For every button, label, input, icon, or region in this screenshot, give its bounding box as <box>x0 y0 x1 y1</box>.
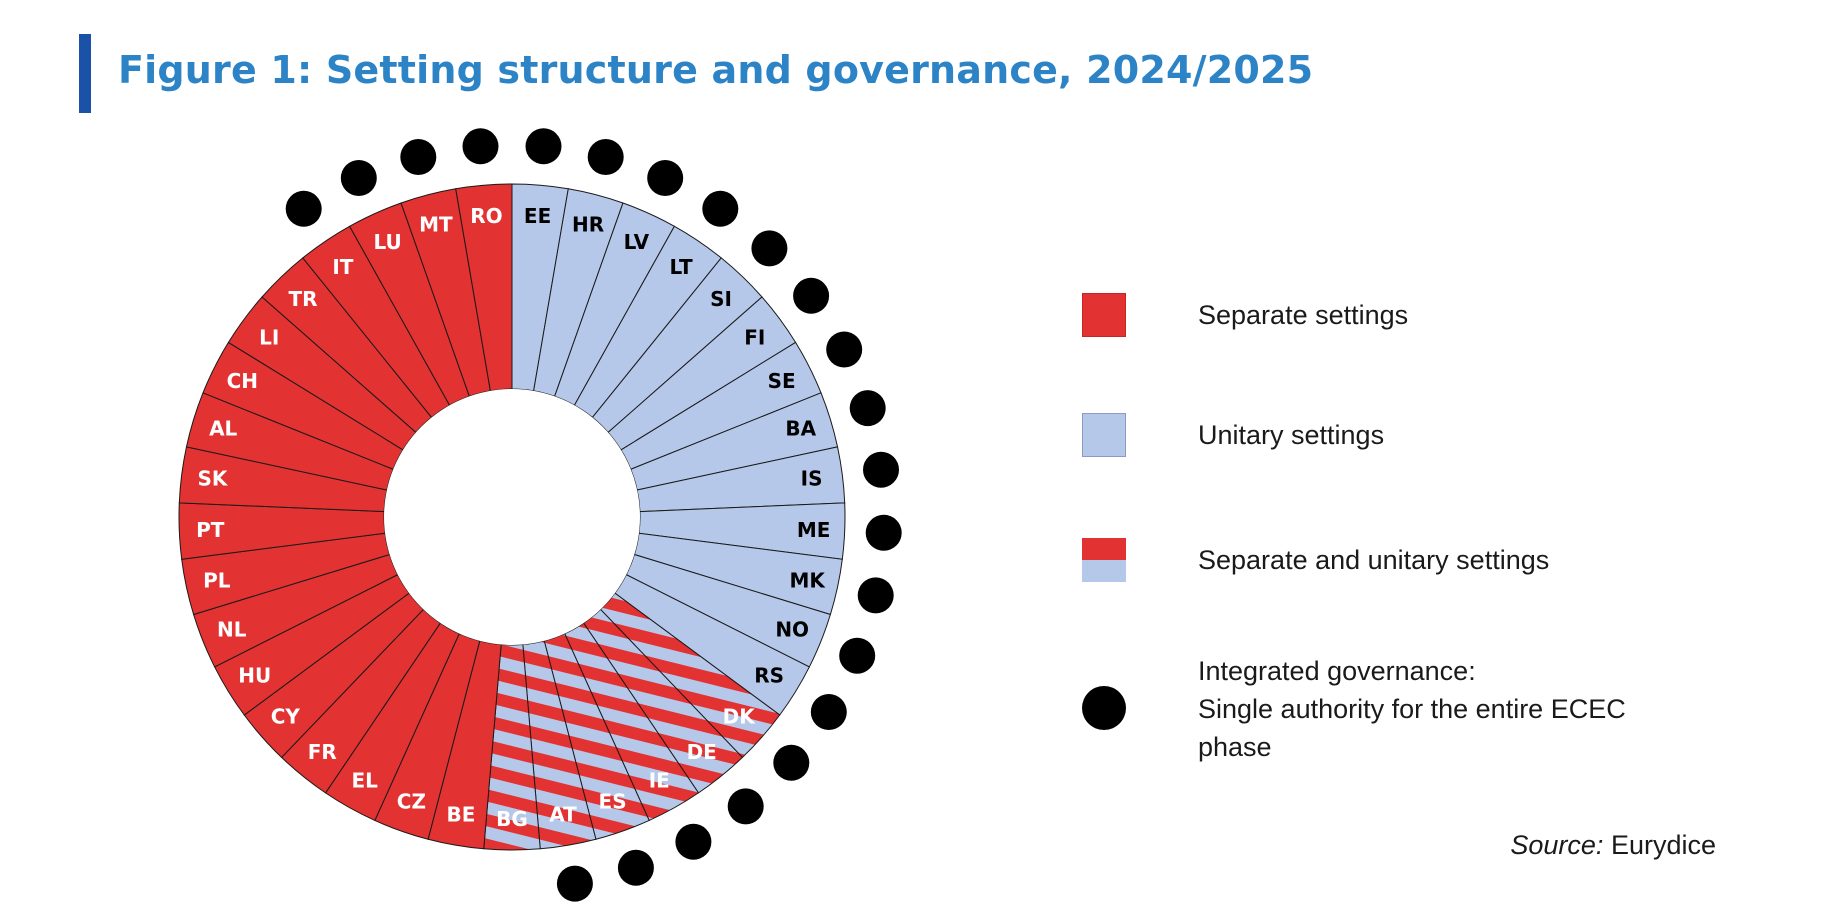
label-al: AL <box>209 417 237 441</box>
label-se: SE <box>768 369 796 393</box>
legend-mixed-swatch <box>1082 538 1126 582</box>
dots-group <box>285 128 902 902</box>
title-accent-bar <box>79 34 91 113</box>
label-lt: LT <box>670 255 693 279</box>
integrated-dot-no <box>839 637 876 674</box>
label-ie: IE <box>649 769 670 793</box>
legend-integrated-line2: Single authority for the entire ECEC <box>1198 694 1626 724</box>
integrated-dot-fi <box>793 277 830 314</box>
integrated-dot-dk <box>773 744 810 781</box>
label-nl: NL <box>217 618 247 642</box>
integrated-dot-is <box>863 451 899 488</box>
label-at: AT <box>549 803 577 827</box>
label-cy: CY <box>271 705 301 729</box>
integrated-dot-mt <box>400 139 437 175</box>
legend-integrated-dot-icon <box>1082 686 1126 730</box>
source-value: Eurydice <box>1610 830 1716 860</box>
integrated-dot-at <box>556 865 593 902</box>
integrated-dot-ba <box>849 390 886 427</box>
integrated-dot-lv <box>647 160 684 196</box>
label-cz: CZ <box>397 790 426 814</box>
label-ch: CH <box>227 369 258 393</box>
label-ro: RO <box>470 204 502 228</box>
label-me: ME <box>797 518 831 542</box>
integrated-dot-it <box>285 190 322 227</box>
figure-title: Figure 1: Setting structure and governan… <box>118 48 1314 92</box>
segments-group <box>178 183 846 851</box>
integrated-dot-lt <box>702 190 739 227</box>
label-li: LI <box>259 325 279 349</box>
legend-unitary-swatch <box>1082 413 1126 457</box>
label-dk: DK <box>723 705 757 729</box>
legend-integrated-line1: Integrated governance: <box>1198 656 1476 686</box>
label-sk: SK <box>197 467 228 491</box>
label-be: BE <box>447 803 476 827</box>
integrated-dot-rs <box>810 694 847 730</box>
label-is: IS <box>801 467 823 491</box>
label-ee: EE <box>524 204 551 228</box>
label-bg: BG <box>496 807 528 831</box>
source-label: Source: <box>1510 830 1604 860</box>
label-it: IT <box>332 255 353 279</box>
label-fr: FR <box>308 740 337 764</box>
integrated-dot-me <box>865 514 902 551</box>
label-pl: PL <box>203 569 231 593</box>
legend-unitary-label: Unitary settings <box>1198 420 1385 450</box>
integrated-dot-ro <box>462 128 499 165</box>
label-lu: LU <box>373 230 401 254</box>
label-ba: BA <box>785 417 816 441</box>
source-note: Source: Eurydice <box>1510 830 1716 861</box>
label-de: DE <box>687 740 717 764</box>
integrated-dot-de <box>727 788 764 825</box>
donut-hole <box>384 389 640 645</box>
integrated-dot-si <box>751 230 788 267</box>
legend-separate-label: Separate settings <box>1198 300 1409 330</box>
integrated-dot-lu <box>340 160 377 196</box>
label-hr: HR <box>572 213 604 237</box>
integrated-dot-es <box>617 849 654 886</box>
label-mk: MK <box>789 569 826 593</box>
label-si: SI <box>710 287 732 311</box>
integrated-dot-hr <box>587 139 624 175</box>
integrated-dot-se <box>826 331 863 368</box>
label-es: ES <box>599 790 627 814</box>
label-hu: HU <box>238 663 271 687</box>
legend-separate-swatch <box>1082 293 1126 337</box>
legend-integrated-line3: phase <box>1198 732 1272 762</box>
label-rs: RS <box>754 663 784 687</box>
label-tr: TR <box>288 287 317 311</box>
label-no: NO <box>775 618 809 642</box>
integrated-dot-ee <box>525 128 562 165</box>
integrated-dot-mk <box>857 577 894 614</box>
integrated-dot-ie <box>675 823 712 860</box>
label-lv: LV <box>624 230 650 254</box>
legend-mixed-label: Separate and unitary settings <box>1198 545 1550 575</box>
label-fi: FI <box>744 325 765 349</box>
label-pt: PT <box>196 518 225 542</box>
label-mt: MT <box>419 213 453 237</box>
label-el: EL <box>351 769 378 793</box>
